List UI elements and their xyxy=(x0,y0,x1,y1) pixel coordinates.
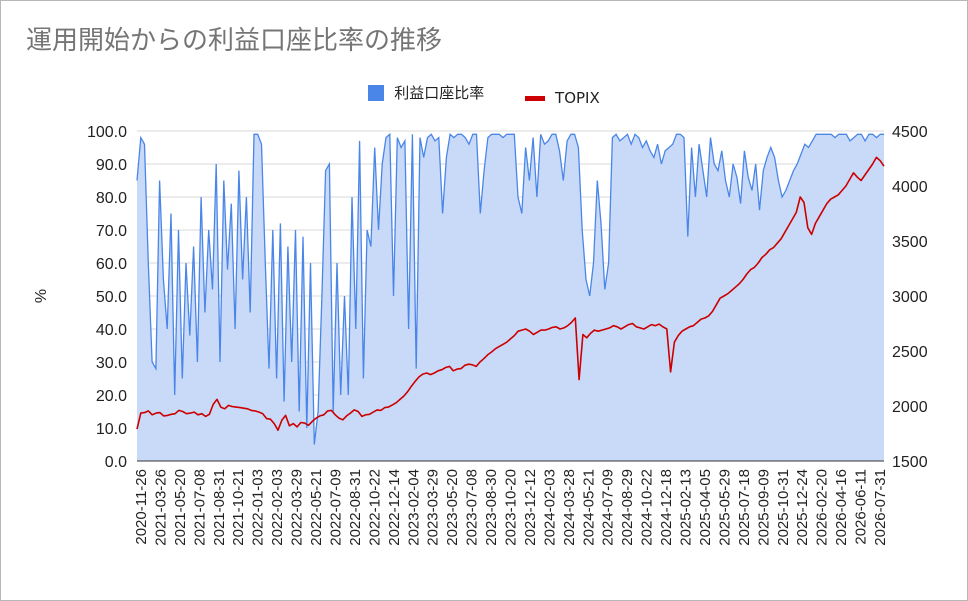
y2-tick-label: 4000 xyxy=(892,179,928,196)
x-tick-label: 2025-12-24 xyxy=(794,469,811,546)
x-tick-label: 2022-10-22 xyxy=(366,469,383,546)
x-tick-label: 2021-03-26 xyxy=(152,469,169,546)
x-tick-label: 2023-12-12 xyxy=(522,469,539,546)
x-tick-label: 2020-11-26 xyxy=(133,469,150,545)
x-tick-label: 2023-10-20 xyxy=(503,469,520,546)
x-tick-label: 2026-07-31 xyxy=(872,469,889,546)
x-tick-label: 2024-08-29 xyxy=(619,469,636,546)
x-tick-label: 2026-04-16 xyxy=(833,469,850,546)
x-tick-label: 2024-07-09 xyxy=(600,469,617,546)
x-tick-label: 2023-05-20 xyxy=(444,469,461,546)
legend-label-ratio: 利益口座比率 xyxy=(394,84,485,102)
y-axis-ticks: 0.0 10.0 20.0 30.0 40.0 50.0 60.0 70.0 80.0 90.0 1… xyxy=(87,124,127,471)
x-tick-label: 2025-09-09 xyxy=(755,469,772,546)
ratio-area xyxy=(137,134,884,462)
x-tick-label: 2021-08-31 xyxy=(211,469,228,546)
x-tick-label: 2021-07-08 xyxy=(191,469,208,546)
y2-tick-label: 4500 xyxy=(892,124,928,141)
y-tick-label: 50.0 xyxy=(96,289,127,306)
legend-swatch-ratio xyxy=(368,84,385,101)
x-tick-label: 2025-07-18 xyxy=(736,469,753,546)
y-tick-label: 30.0 xyxy=(96,355,127,372)
y-tick-label: 70.0 xyxy=(96,223,127,240)
y-tick-label: 90.0 xyxy=(96,157,127,174)
y2-axis-ticks: 1500 2000 2500 3000 3500 4000 4500 xyxy=(892,124,928,471)
y-tick-label: 20.0 xyxy=(96,388,127,405)
x-tick-label: 2022-01-03 xyxy=(250,469,267,546)
x-tick-label: 2023-02-04 xyxy=(405,469,422,546)
x-tick-label: 2023-03-29 xyxy=(425,469,442,546)
x-tick-label: 2024-02-03 xyxy=(541,469,558,546)
legend-item-topix[interactable]: TOPIX xyxy=(525,89,600,107)
y-tick-label: 0.0 xyxy=(105,454,127,471)
legend-item-ratio[interactable]: 利益口座比率 xyxy=(368,82,484,103)
x-tick-label: 2022-07-09 xyxy=(327,469,344,546)
y2-tick-label: 3500 xyxy=(892,234,928,251)
x-tick-label: 2025-05-29 xyxy=(716,469,733,546)
y2-tick-label: 1500 xyxy=(892,454,928,471)
y-axis-label: % xyxy=(33,289,50,303)
x-tick-label: 2021-10-21 xyxy=(230,469,247,546)
x-tick-label: 2022-05-21 xyxy=(308,469,325,546)
x-tick-label: 2022-03-29 xyxy=(289,469,306,546)
x-tick-label: 2024-05-21 xyxy=(580,469,597,546)
x-tick-label: 2023-08-30 xyxy=(483,469,500,546)
x-tick-label: 2025-02-13 xyxy=(678,469,695,546)
x-tick-label: 2025-04-05 xyxy=(697,469,714,546)
y-tick-label: 100.0 xyxy=(87,124,127,141)
legend-label-topix: TOPIX xyxy=(555,89,600,107)
y2-tick-label: 2500 xyxy=(892,344,928,361)
y-tick-label: 40.0 xyxy=(96,322,127,339)
x-tick-label: 2023-07-08 xyxy=(464,469,481,546)
legend-swatch-topix xyxy=(525,95,546,101)
y2-tick-label: 2000 xyxy=(892,399,928,416)
x-tick-label: 2022-12-14 xyxy=(386,469,403,546)
x-tick-label: 2024-03-28 xyxy=(561,469,578,546)
x-tick-label: 2024-12-18 xyxy=(658,469,675,546)
topix-line xyxy=(136,156,885,431)
y-tick-label: 60.0 xyxy=(96,256,127,273)
ratio-line xyxy=(136,132,884,445)
chart-title: 運用開始からの利益口座比率の推移 xyxy=(26,26,443,56)
x-tick-label: 2026-02-20 xyxy=(814,469,831,546)
x-tick-label: 2022-08-31 xyxy=(347,469,364,546)
chart-legend: 利益口座比率 TOPIX xyxy=(0,82,968,107)
y-tick-label: 80.0 xyxy=(96,190,127,207)
y-tick-label: 10.0 xyxy=(96,421,127,438)
x-tick-label: 2024-10-22 xyxy=(639,469,656,546)
x-tick-label: 2021-05-20 xyxy=(172,469,189,546)
x-axis-ticks: 2020-11-26 2021-03-26 2021-05-20 2021-07-08… xyxy=(133,469,889,546)
x-tick-label: 2026-06-11 xyxy=(853,469,870,545)
y2-tick-label: 3000 xyxy=(892,289,928,306)
x-tick-label: 2025-10-31 xyxy=(775,469,792,546)
x-tick-label: 2022-02-03 xyxy=(269,469,286,546)
